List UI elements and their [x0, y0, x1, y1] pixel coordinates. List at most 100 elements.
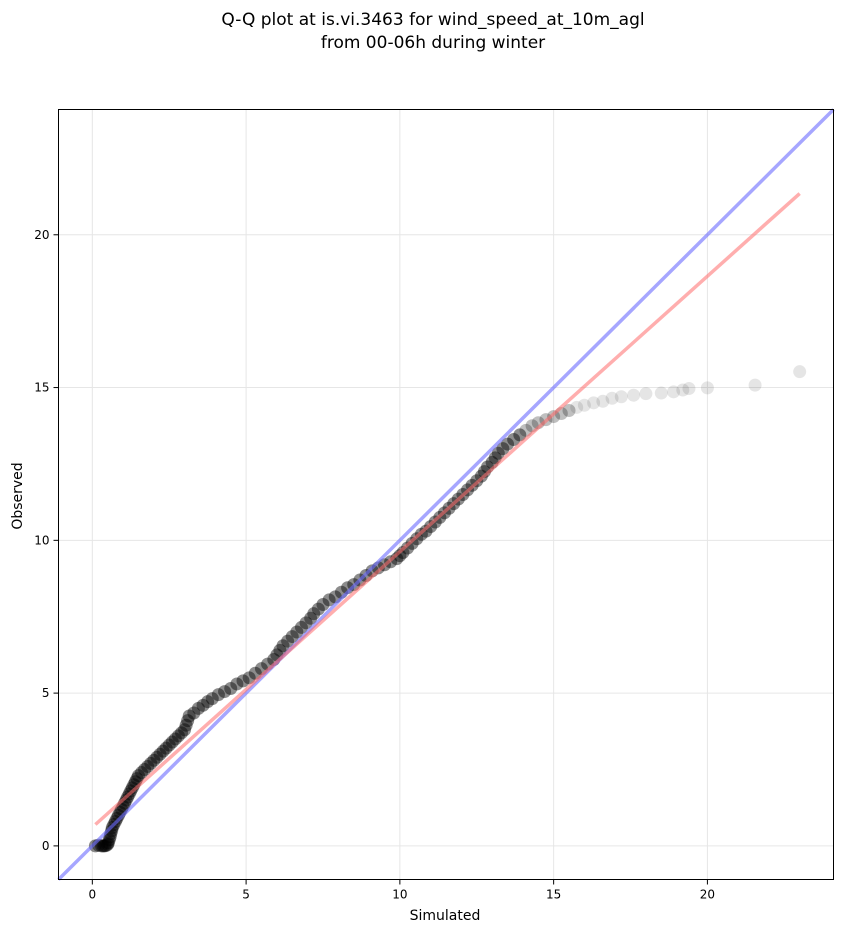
data-point-111 [496, 442, 510, 456]
data-point-93 [419, 524, 433, 538]
data-point-123 [577, 398, 591, 412]
y-tick-label-3: 15 [34, 381, 49, 395]
data-point-55 [224, 682, 238, 696]
data-point-7 [101, 836, 115, 850]
data-point-110 [491, 446, 505, 460]
data-point-37 [156, 744, 170, 758]
data-point-66 [281, 634, 295, 648]
data-point-126 [605, 391, 619, 405]
data-point-44 [178, 723, 192, 737]
data-point-90 [405, 536, 419, 550]
data-point-48 [187, 706, 201, 720]
data-point-35 [150, 750, 164, 764]
data-point-71 [304, 611, 318, 625]
data-point-75 [322, 593, 336, 607]
data-point-51 [201, 695, 215, 709]
data-point-43 [175, 726, 189, 740]
data-point-0 [88, 839, 102, 853]
data-point-69 [294, 620, 308, 634]
data-point-58 [242, 671, 256, 685]
data-point-124 [587, 396, 601, 410]
x-axis-ticks: 0 5 10 15 20 [89, 879, 715, 902]
data-point-70 [299, 616, 313, 630]
data-point-53 [211, 688, 225, 702]
data-point-46 [181, 714, 195, 728]
data-point-3 [96, 839, 110, 853]
data-point-54 [218, 685, 232, 699]
data-point-68 [290, 625, 304, 639]
grid-lines [58, 109, 834, 880]
data-point-128 [627, 388, 641, 402]
data-point-129 [639, 387, 653, 401]
data-point-134 [700, 381, 714, 395]
data-point-38 [159, 741, 173, 755]
x-tick-label-2: 10 [392, 888, 407, 902]
y-axis-label: Observed [10, 462, 26, 529]
y-axis-ticks: 0 5 10 15 20 [34, 228, 59, 853]
data-point-122 [570, 400, 584, 414]
data-point-2 [95, 839, 109, 853]
data-point-34 [147, 753, 161, 767]
data-point-64 [273, 643, 287, 657]
data-point-133 [682, 381, 696, 395]
data-point-4 [98, 839, 112, 853]
reference-lines [57, 108, 835, 881]
y-tick-label-1: 5 [42, 686, 50, 700]
data-point-56 [230, 677, 244, 691]
data-point-21 [119, 793, 133, 807]
data-point-32 [141, 759, 155, 773]
y-tick-label-2: 10 [34, 533, 49, 547]
data-point-50 [196, 698, 210, 712]
data-point-89 [401, 541, 415, 555]
data-point-42 [171, 729, 185, 743]
data-point-15 [110, 811, 124, 825]
fit-line [94, 192, 801, 826]
data-point-57 [236, 674, 250, 688]
identity-line [57, 108, 835, 881]
x-tick-label-1: 5 [242, 888, 250, 902]
data-point-130 [654, 386, 668, 400]
data-point-31 [138, 763, 152, 776]
data-point-73 [311, 602, 325, 616]
y-tick-label-4: 20 [34, 228, 49, 242]
data-point-127 [614, 390, 628, 404]
chart-title-line-2: from 00-06h during winter [321, 33, 545, 53]
data-point-112 [501, 437, 515, 451]
data-point-30 [135, 766, 149, 780]
data-point-36 [153, 747, 167, 761]
data-point-113 [507, 433, 521, 446]
data-point-114 [513, 428, 527, 442]
data-point-121 [562, 403, 576, 417]
data-point-11 [105, 824, 119, 838]
data-point-29 [131, 769, 145, 783]
data-point-88 [396, 546, 410, 560]
data-point-5 [99, 839, 113, 853]
data-points [88, 365, 807, 853]
data-point-40 [165, 735, 179, 749]
data-point-136 [793, 365, 807, 379]
data-point-28 [130, 772, 144, 786]
data-point-47 [182, 709, 196, 723]
data-point-131 [667, 385, 681, 399]
data-point-25 [125, 781, 139, 795]
plot-frame [58, 109, 834, 880]
data-point-67 [285, 630, 299, 644]
x-tick-label-0: 0 [89, 888, 97, 902]
data-point-72 [307, 607, 321, 621]
data-point-74 [316, 598, 330, 611]
x-axis-label: Simulated [410, 908, 481, 924]
data-point-45 [179, 718, 193, 732]
data-point-6 [101, 837, 115, 851]
data-point-125 [596, 394, 610, 408]
chart-title-line-1: Q-Q plot at is.vi.3463 for wind_speed_at… [221, 10, 644, 30]
x-tick-label-3: 15 [546, 888, 561, 902]
data-point-8 [102, 833, 116, 847]
data-point-65 [276, 639, 290, 653]
data-point-33 [144, 756, 158, 770]
data-point-39 [162, 738, 176, 752]
y-tick-label-0: 0 [42, 839, 50, 853]
data-point-41 [168, 732, 182, 746]
data-point-49 [191, 701, 205, 715]
data-point-132 [676, 383, 690, 397]
